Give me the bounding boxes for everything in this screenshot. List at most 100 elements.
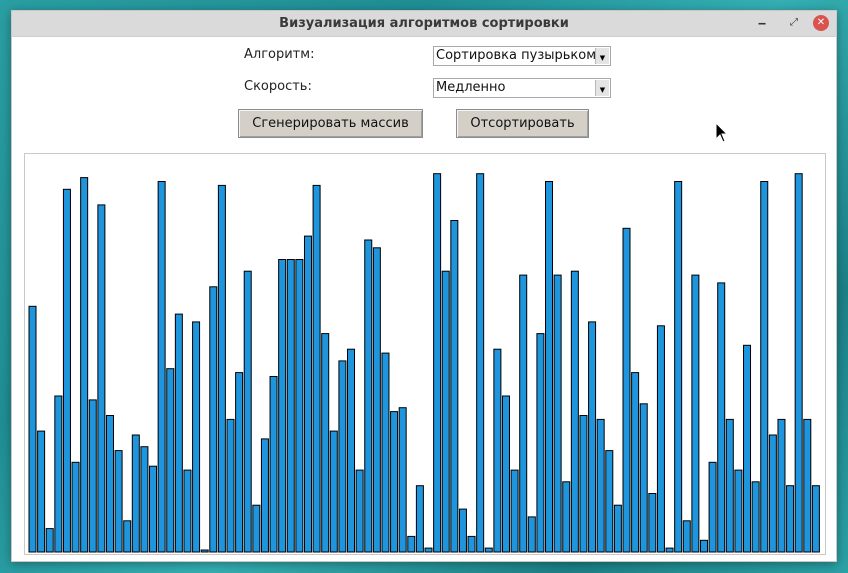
array-bar: [321, 333, 330, 553]
array-bar: [596, 418, 605, 553]
array-bar: [217, 184, 226, 553]
algorithm-label: Алгоритм:: [244, 47, 315, 62]
array-bar: [579, 415, 588, 553]
array-bar: [484, 547, 493, 553]
array-bar: [71, 461, 80, 553]
array-bar: [355, 469, 364, 553]
speed-select-value: Медленно: [436, 80, 506, 95]
array-bar: [80, 177, 89, 553]
array-bar: [209, 286, 218, 553]
array-bar: [510, 469, 519, 553]
close-icon[interactable]: ✕: [813, 15, 829, 31]
array-bar: [149, 465, 158, 553]
array-bar: [717, 282, 726, 553]
array-bar: [699, 539, 708, 553]
array-bar: [648, 493, 657, 553]
algorithm-select[interactable]: Сортировка пузырьком ▼: [433, 46, 611, 66]
array-bar: [407, 535, 416, 553]
array-bar: [622, 227, 631, 553]
array-bar: [157, 181, 166, 553]
array-bar: [338, 360, 347, 553]
array-bar: [312, 184, 321, 553]
array-bar: [768, 434, 777, 553]
algorithm-select-value: Сортировка пузырьком: [436, 48, 597, 63]
array-bar: [62, 188, 71, 553]
array-bar: [97, 204, 106, 553]
array-bar: [803, 418, 812, 553]
array-bar: [390, 411, 399, 553]
array-bar: [260, 438, 269, 553]
array-bar: [605, 450, 614, 553]
array-bar: [398, 407, 407, 553]
array-bar: [131, 434, 140, 553]
array-bar: [682, 520, 691, 553]
array-bar: [760, 181, 769, 553]
array-bar: [226, 418, 235, 553]
array-bar: [166, 368, 175, 553]
array-bar: [501, 395, 510, 553]
array-bar: [639, 403, 648, 553]
app-window: Визуализация алгоритмов сортировки ‒ ⤢ ✕…: [11, 10, 837, 562]
generate-array-button[interactable]: Сгенерировать массив: [238, 109, 423, 138]
minimize-icon[interactable]: ‒: [757, 16, 767, 30]
array-bar: [424, 547, 433, 553]
array-bar: [114, 450, 123, 553]
array-bar: [415, 485, 424, 553]
array-bar: [570, 270, 579, 553]
array-bar: [105, 415, 114, 553]
array-bar: [441, 270, 450, 553]
array-bar: [286, 259, 295, 553]
array-bar: [665, 547, 674, 553]
array-bar: [235, 372, 244, 553]
title-bar[interactable]: Визуализация алгоритмов сортировки ‒ ⤢ ✕: [12, 11, 836, 37]
chevron-down-icon[interactable]: ▼: [595, 80, 609, 96]
array-bar: [751, 481, 760, 553]
array-bar: [691, 274, 700, 553]
array-bar: [45, 528, 54, 553]
array-bar: [192, 321, 201, 553]
array-bar: [381, 352, 390, 553]
array-bar: [303, 235, 312, 553]
array-bar: [674, 181, 683, 553]
array-bar: [493, 348, 502, 553]
bar-chart: [28, 173, 820, 553]
array-bar: [613, 504, 622, 553]
array-bar: [527, 516, 536, 553]
array-bar: [54, 395, 63, 553]
array-bar: [458, 508, 467, 553]
array-bar: [123, 520, 132, 553]
array-bar: [200, 549, 209, 553]
array-bar: [562, 481, 571, 553]
speed-select[interactable]: Медленно ▼: [433, 78, 611, 98]
bars-canvas: [24, 153, 826, 555]
array-bar: [553, 274, 562, 553]
chevron-down-icon[interactable]: ▼: [595, 48, 609, 64]
array-bar: [183, 469, 192, 553]
array-bar: [28, 305, 37, 553]
array-bar: [476, 173, 485, 553]
maximize-icon[interactable]: ⤢: [790, 17, 798, 28]
array-bar: [450, 220, 459, 553]
array-bar: [252, 504, 261, 553]
sort-button[interactable]: Отсортировать: [456, 109, 589, 138]
array-bar: [269, 376, 278, 553]
mouse-cursor-icon: [715, 122, 729, 143]
array-bar: [243, 270, 252, 553]
array-bar: [347, 348, 356, 553]
array-bar: [372, 247, 381, 553]
array-bar: [278, 259, 287, 553]
array-bar: [174, 313, 183, 553]
array-bar: [786, 485, 795, 553]
array-bar: [519, 274, 528, 553]
speed-label: Скорость:: [244, 79, 312, 94]
array-bar: [777, 418, 786, 553]
array-bar: [88, 399, 97, 553]
array-bar: [656, 325, 665, 553]
array-bar: [140, 446, 149, 553]
array-bar: [545, 181, 554, 553]
window-title: Визуализация алгоритмов сортировки: [279, 16, 569, 31]
array-bar: [536, 333, 545, 553]
array-bar: [743, 344, 752, 553]
array-bar: [725, 418, 734, 553]
array-bar: [631, 372, 640, 553]
